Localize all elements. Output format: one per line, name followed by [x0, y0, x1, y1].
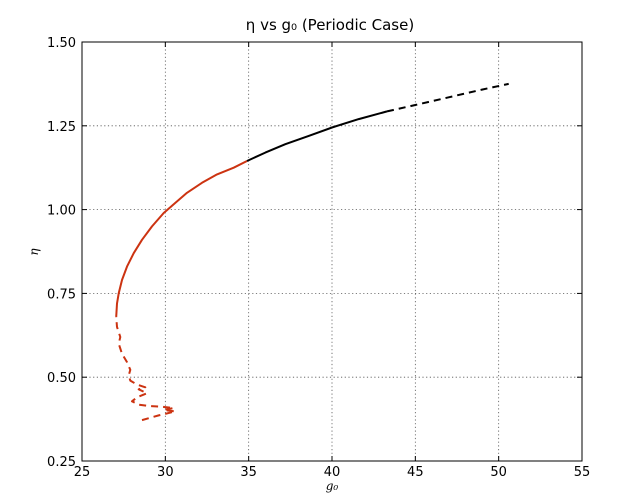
- y-tick-label: 0.75: [47, 287, 76, 302]
- x-tick-label: 45: [407, 465, 424, 480]
- x-tick-label: 50: [490, 465, 507, 480]
- series-lines: [115, 82, 509, 422]
- series-line-black-dashed: [386, 82, 509, 113]
- y-tick-label: 1.25: [47, 120, 76, 135]
- series-line-red-solid: [115, 160, 248, 317]
- y-tick-label: 1.50: [47, 36, 76, 51]
- y-tick-labels: 0.25 0.50 0.75 1.00 1.25 1.50: [47, 36, 76, 470]
- x-tick-label: 35: [240, 465, 257, 480]
- series-line-red-dashed: [115, 316, 177, 422]
- x-tick-label: 30: [157, 465, 174, 480]
- y-tick-label: 1.00: [47, 204, 76, 219]
- axis-ticks: [81, 41, 583, 462]
- x-axis-label: g₀: [326, 479, 339, 493]
- y-axis-label: η: [27, 248, 41, 256]
- y-tick-label: 0.25: [47, 455, 76, 470]
- chart-title: η vs g₀ (Periodic Case): [246, 16, 414, 34]
- y-tick-label: 0.50: [47, 371, 76, 386]
- series-line-black-solid: [246, 110, 388, 162]
- x-tick-labels: 25 30 35 40 45 50 55: [74, 465, 591, 480]
- x-tick-label: 25: [74, 465, 91, 480]
- x-tick-label: 40: [324, 465, 341, 480]
- grid-lines: [82, 42, 582, 461]
- x-tick-label: 55: [574, 465, 591, 480]
